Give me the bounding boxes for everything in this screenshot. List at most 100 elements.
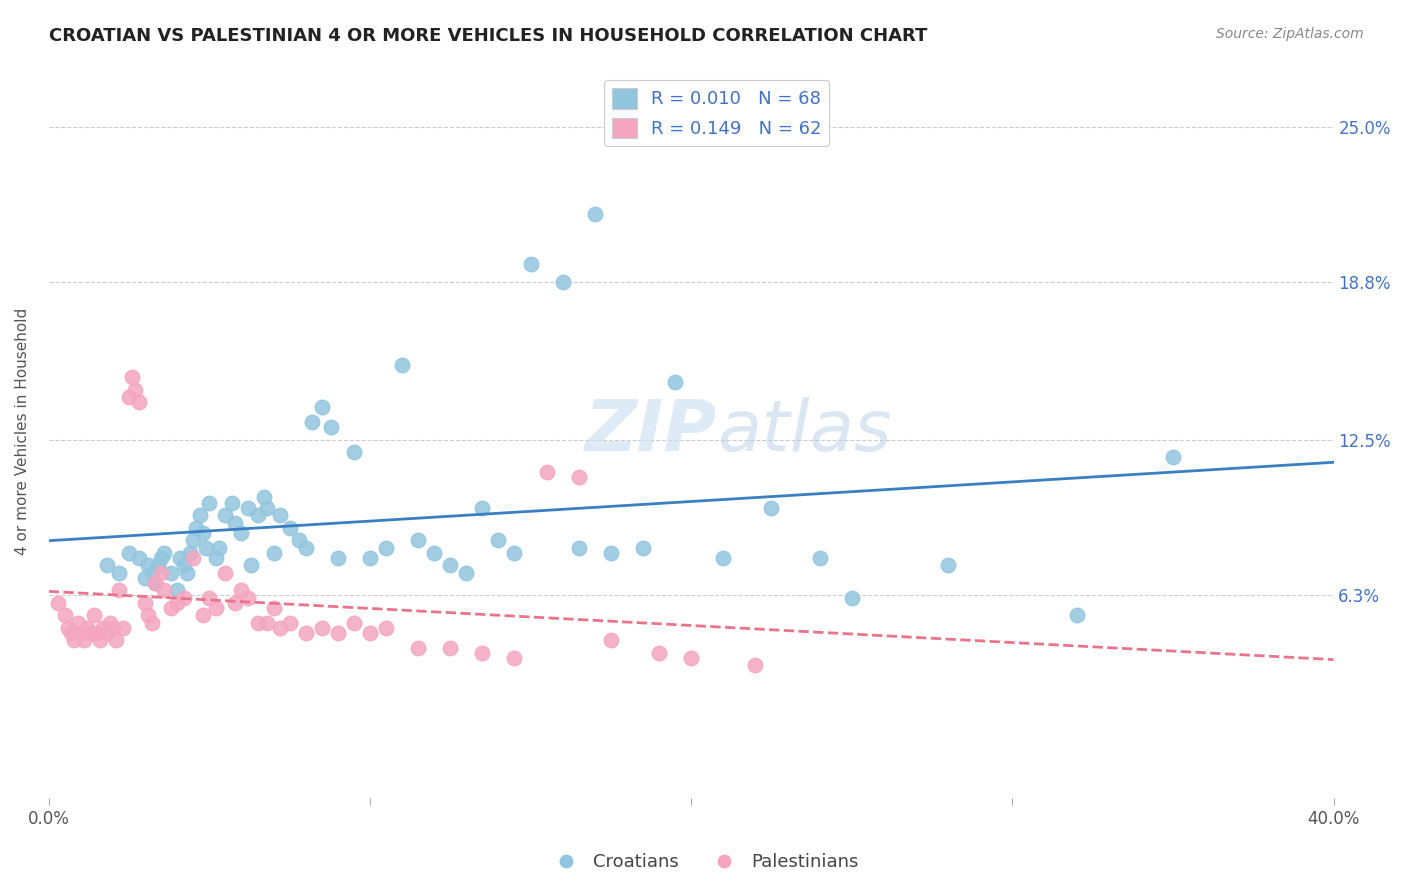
Point (599, 546, 621, 560)
Point (118, 546, 141, 560)
Point (179, 546, 201, 560)
Point (439, 640, 461, 655)
Point (311, 621, 333, 635)
Point (519, 258, 541, 272)
Point (808, 550, 831, 565)
Point (214, 508, 236, 522)
Point (311, 401, 333, 415)
Point (141, 566, 163, 580)
Point (153, 546, 176, 560)
Point (111, 621, 134, 635)
Point (471, 500, 494, 515)
Point (153, 583, 176, 598)
Point (278, 520, 301, 534)
Point (173, 558, 195, 573)
Point (166, 583, 188, 598)
Point (343, 445, 366, 459)
Point (224, 596, 246, 610)
Point (664, 376, 686, 390)
Point (76, 621, 98, 635)
Point (86, 625, 108, 640)
Point (188, 508, 211, 522)
Text: atlas: atlas (717, 397, 891, 466)
Point (256, 500, 278, 515)
Point (134, 596, 156, 610)
Point (263, 600, 285, 615)
Point (101, 621, 124, 635)
Point (246, 615, 269, 630)
Text: CROATIAN VS PALESTINIAN 4 OR MORE VEHICLES IN HOUSEHOLD CORRELATION CHART: CROATIAN VS PALESTINIAN 4 OR MORE VEHICL… (49, 27, 928, 45)
Point (173, 591, 195, 605)
Point (439, 558, 461, 573)
Legend: R = 0.010   N = 68, R = 0.149   N = 62: R = 0.010 N = 68, R = 0.149 N = 62 (605, 80, 830, 145)
Point (136, 558, 159, 573)
Point (181, 533, 204, 547)
Point (208, 541, 231, 555)
Point (936, 558, 959, 573)
Point (236, 591, 259, 605)
Point (301, 415, 323, 429)
Point (70, 625, 93, 640)
Point (471, 646, 494, 660)
Point (198, 591, 221, 605)
Point (761, 500, 783, 515)
Point (486, 533, 509, 547)
Point (269, 621, 291, 635)
Point (166, 596, 188, 610)
Point (98, 615, 121, 630)
Point (224, 516, 246, 530)
Point (96, 558, 118, 573)
Point (599, 633, 621, 648)
Point (253, 491, 276, 505)
Point (198, 495, 221, 509)
Point (195, 541, 218, 555)
Point (551, 275, 574, 289)
Point (221, 495, 243, 509)
Point (631, 541, 654, 555)
Point (150, 566, 173, 580)
Point (326, 550, 349, 565)
Point (294, 625, 316, 640)
Point (841, 591, 863, 605)
Point (176, 566, 198, 580)
Y-axis label: 4 or more Vehicles in Household: 4 or more Vehicles in Household (15, 308, 30, 555)
Point (288, 533, 311, 547)
Point (93, 621, 115, 635)
Point (204, 550, 226, 565)
Point (181, 550, 204, 565)
Point (143, 575, 166, 590)
Point (231, 583, 253, 598)
Point (269, 508, 291, 522)
Point (1161, 450, 1184, 465)
Point (1066, 608, 1088, 623)
Point (681, 650, 703, 665)
Point (214, 566, 236, 580)
Point (146, 558, 169, 573)
Point (141, 615, 163, 630)
Point (744, 658, 766, 673)
Point (150, 550, 173, 565)
Point (294, 541, 316, 555)
Point (191, 525, 214, 540)
Point (406, 533, 429, 547)
Point (256, 615, 278, 630)
Point (124, 383, 146, 397)
Point (159, 600, 181, 615)
Point (169, 550, 191, 565)
Point (159, 566, 181, 580)
Point (128, 395, 150, 409)
Point (503, 650, 526, 665)
Point (406, 640, 429, 655)
Point (568, 541, 591, 555)
Point (48, 596, 70, 610)
Point (73, 633, 96, 648)
Point (83, 608, 105, 623)
Point (278, 615, 301, 630)
Point (321, 420, 343, 434)
Point (56, 621, 79, 635)
Point (583, 207, 606, 221)
Point (79, 625, 101, 640)
Point (60, 625, 83, 640)
Point (343, 615, 366, 630)
Point (326, 625, 349, 640)
